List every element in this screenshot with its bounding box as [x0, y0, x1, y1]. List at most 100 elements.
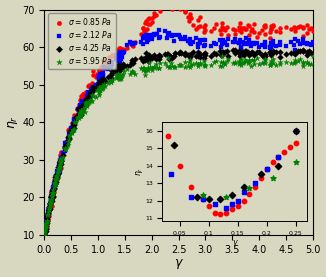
$\sigma = 5.95\ Pa$: [155, 65, 160, 70]
$\sigma = 5.95\ Pa$: [117, 74, 123, 78]
$\sigma = 2.12\ Pa$: [49, 190, 54, 195]
$\sigma = 5.95\ Pa$: [80, 109, 85, 113]
$\sigma = 0.85\ Pa$: [71, 116, 77, 120]
$\sigma = 0.85\ Pa$: [52, 178, 57, 183]
$\sigma = 5.95\ Pa$: [182, 65, 187, 69]
$\sigma = 2.12\ Pa$: [201, 43, 207, 48]
$\sigma = 2.12\ Pa$: [43, 223, 48, 227]
$\sigma = 4.25\ Pa$: [142, 56, 147, 60]
$\sigma = 2.12\ Pa$: [156, 27, 161, 32]
$\sigma = 4.25\ Pa$: [47, 206, 52, 210]
$\sigma = 4.25\ Pa$: [141, 59, 146, 63]
$\sigma = 5.95\ Pa$: [47, 206, 52, 210]
$\sigma = 5.95\ Pa$: [84, 103, 89, 107]
$\sigma = 0.85\ Pa$: [292, 25, 298, 30]
$\sigma = 0.85\ Pa$: [172, 0, 177, 4]
$\sigma = 2.12\ Pa$: [65, 137, 70, 142]
$\sigma = 5.95\ Pa$: [101, 84, 106, 88]
$\sigma = 5.95\ Pa$: [80, 107, 85, 111]
$\sigma = 5.95\ Pa$: [169, 63, 174, 68]
$\sigma = 0.85\ Pa$: [54, 170, 59, 174]
$\sigma = 2.12\ Pa$: [130, 40, 135, 45]
$\sigma = 2.12\ Pa$: [268, 43, 273, 47]
$\sigma = 0.85\ Pa$: [98, 68, 103, 73]
$\sigma = 2.12\ Pa$: [301, 41, 306, 45]
$\sigma = 0.85\ Pa$: [43, 229, 48, 234]
$\sigma = 4.25\ Pa$: [143, 51, 149, 55]
$\sigma = 0.85\ Pa$: [147, 21, 152, 26]
$\sigma = 0.85\ Pa$: [55, 171, 60, 175]
$\sigma = 0.85\ Pa$: [50, 191, 55, 195]
$\sigma = 0.85\ Pa$: [241, 26, 246, 30]
$\sigma = 2.12\ Pa$: [297, 42, 303, 46]
$\sigma = 4.25\ Pa$: [50, 191, 55, 196]
$\sigma = 2.12\ Pa$: [74, 115, 80, 119]
$\sigma = 4.25\ Pa$: [292, 52, 298, 56]
$\sigma = 2.12\ Pa$: [301, 37, 306, 41]
$\sigma = 0.85\ Pa$: [182, 8, 187, 13]
$\sigma = 5.95\ Pa$: [76, 115, 81, 119]
$\sigma = 4.25\ Pa$: [67, 129, 73, 134]
$\sigma = 0.85\ Pa$: [304, 31, 310, 35]
$\sigma = 2.12\ Pa$: [81, 101, 86, 106]
$\sigma = 4.25\ Pa$: [149, 56, 155, 61]
$\sigma = 0.85\ Pa$: [67, 130, 73, 134]
$\sigma = 0.85\ Pa$: [60, 150, 65, 155]
$\sigma = 2.12\ Pa$: [188, 42, 194, 46]
$\sigma = 2.12\ Pa$: [100, 73, 106, 77]
$\sigma = 0.85\ Pa$: [115, 54, 120, 58]
$\sigma = 4.25\ Pa$: [57, 166, 62, 170]
$\sigma = 2.12\ Pa$: [251, 42, 257, 46]
$\sigma = 2.12\ Pa$: [78, 109, 83, 113]
$\sigma = 4.25\ Pa$: [145, 58, 151, 62]
$\sigma = 0.85\ Pa$: [77, 98, 82, 102]
$\sigma = 4.25\ Pa$: [249, 50, 255, 55]
$\sigma = 5.95\ Pa$: [48, 202, 53, 206]
$\sigma = 5.95\ Pa$: [79, 107, 84, 112]
$\sigma = 2.12\ Pa$: [44, 224, 49, 228]
$\sigma = 4.25\ Pa$: [100, 78, 106, 82]
$\sigma = 2.12\ Pa$: [51, 187, 56, 191]
$\sigma = 2.12\ Pa$: [49, 195, 54, 199]
$\sigma = 2.12\ Pa$: [114, 54, 119, 58]
$\sigma = 0.85\ Pa$: [149, 16, 154, 20]
$\sigma = 4.25\ Pa$: [97, 82, 102, 86]
$\sigma = 5.95\ Pa$: [242, 58, 247, 62]
$\sigma = 4.25\ Pa$: [116, 66, 121, 71]
$\sigma = 0.85\ Pa$: [82, 90, 87, 95]
$\sigma = 0.85\ Pa$: [244, 27, 249, 32]
$\sigma = 4.25\ Pa$: [113, 68, 119, 73]
$\sigma = 4.25\ Pa$: [99, 77, 104, 82]
$\sigma = 5.95\ Pa$: [63, 147, 68, 152]
$\sigma = 4.25\ Pa$: [201, 56, 207, 61]
$\sigma = 5.95\ Pa$: [60, 155, 65, 160]
$\sigma = 5.95\ Pa$: [301, 60, 306, 64]
$\sigma = 0.85\ Pa$: [251, 22, 257, 26]
$\sigma = 0.85\ Pa$: [120, 47, 126, 51]
$\sigma = 4.25\ Pa$: [211, 51, 216, 55]
$\sigma = 0.85\ Pa$: [100, 65, 106, 69]
$\sigma = 0.85\ Pa$: [248, 29, 254, 33]
$\sigma = 2.12\ Pa$: [185, 39, 190, 43]
$\sigma = 0.85\ Pa$: [82, 93, 87, 97]
$\sigma = 4.25\ Pa$: [99, 79, 105, 83]
$\sigma = 0.85\ Pa$: [52, 183, 57, 187]
$\sigma = 5.95\ Pa$: [49, 201, 54, 205]
$\sigma = 0.85\ Pa$: [99, 68, 104, 72]
$\sigma = 5.95\ Pa$: [220, 60, 226, 65]
$\sigma = 5.95\ Pa$: [145, 68, 151, 73]
$\sigma = 2.12\ Pa$: [259, 43, 264, 47]
$\sigma = 4.25\ Pa$: [90, 88, 95, 93]
$\sigma = 5.95\ Pa$: [90, 99, 95, 104]
$\sigma = 5.95\ Pa$: [220, 61, 226, 65]
$\sigma = 5.95\ Pa$: [203, 63, 208, 68]
$\sigma = 0.85\ Pa$: [55, 171, 60, 176]
$\sigma = 5.95\ Pa$: [165, 56, 170, 60]
$\sigma = 5.95\ Pa$: [307, 62, 312, 66]
$\sigma = 5.95\ Pa$: [42, 233, 48, 237]
$\sigma = 5.95\ Pa$: [115, 73, 120, 77]
$\sigma = 0.85\ Pa$: [152, 11, 157, 16]
$\sigma = 5.95\ Pa$: [152, 65, 157, 69]
$\sigma = 2.12\ Pa$: [91, 84, 96, 89]
$\sigma = 2.12\ Pa$: [58, 157, 64, 162]
